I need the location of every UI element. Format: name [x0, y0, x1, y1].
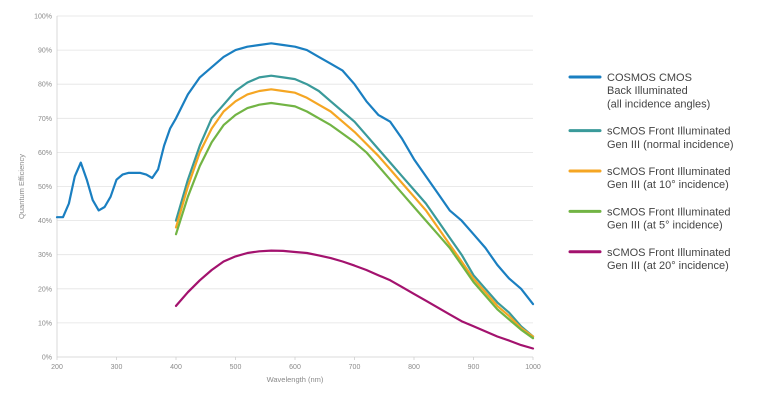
legend-item-4: sCMOS Front Illuminated Gen III (at 5° in…	[568, 206, 730, 232]
y-tick-label: 30%	[38, 252, 52, 259]
legend-label-line: Back Illuminated	[607, 85, 688, 97]
x-tick-label: 300	[111, 364, 123, 371]
legend-label-line: sCMOS Front Illuminated	[607, 166, 730, 178]
y-tick-label: 10%	[38, 320, 52, 327]
legend-label-line: sCMOS Front Illuminated	[607, 126, 730, 138]
x-tick-label: 200	[51, 364, 63, 371]
y-tick-label: 70%	[38, 116, 52, 123]
legend-label-line: COSMOS CMOS	[607, 72, 692, 84]
x-tick-label: 1000	[525, 364, 541, 371]
legend-label-line: Gen III (at 10° incidence)	[607, 179, 729, 191]
legend-label-line: sCMOS Front Illuminated	[607, 247, 730, 259]
legend-label-line: Gen III (at 5° incidence)	[607, 220, 723, 232]
legend-label-line: Gen III (normal incidence)	[607, 139, 734, 151]
legend-item-1: COSMOS CMOS Back Illuminated (all incidenc…	[568, 72, 710, 110]
legend-item-5: sCMOS Front Illuminated Gen III (at 20° i…	[568, 247, 730, 272]
series-line-1	[55, 42, 535, 306]
legend-label: sCMOS Front Illuminated Gen III (at 20° i…	[607, 247, 730, 272]
legend: COSMOS CMOS Back Illuminated (all incidenc…	[568, 72, 734, 272]
legend-label-line: (all incidence angles)	[607, 98, 710, 110]
legend-label-line: Gen III (at 20° incidence)	[607, 260, 729, 272]
legend-item-3: sCMOS Front Illuminated Gen III (at 10° i…	[568, 166, 730, 191]
x-tick-label: 400	[170, 364, 182, 371]
legend-label: COSMOS CMOS Back Illuminated (all incidenc…	[607, 72, 710, 110]
y-axis-label: Quantum Efficiency	[17, 154, 26, 219]
x-tick-label: 900	[468, 364, 480, 371]
y-tick-label: 0%	[42, 355, 52, 362]
legend-label: sCMOS Front Illuminated Gen III (at 5° in…	[607, 206, 730, 231]
legend-item-2: sCMOS Front Illuminated Gen III (normal i…	[568, 126, 734, 151]
legend-label-line: sCMOS Front Illuminated	[607, 206, 730, 218]
y-tick-label: 80%	[38, 82, 52, 89]
axes: 0% 10% 20% 30% 40% 50% 60% 70% 80% 90% 100% 200 300 4…	[34, 14, 541, 372]
y-tick-label: 60%	[38, 150, 52, 157]
y-tick-label: 50%	[38, 184, 52, 191]
y-tick-label: 40%	[38, 218, 52, 225]
x-tick-label: 500	[230, 364, 242, 371]
legend-label: sCMOS Front Illuminated Gen III (normal i…	[607, 126, 734, 151]
legend-label: sCMOS Front Illuminated Gen III (at 10° i…	[607, 166, 730, 191]
grid-lines	[57, 15, 533, 358]
x-tick-label: 700	[349, 364, 361, 371]
x-axis-label: Wavelength (nm)	[267, 375, 324, 384]
y-tick-label: 100%	[34, 14, 52, 21]
series-line-2	[174, 74, 535, 338]
series-line-3	[174, 88, 535, 338]
series-line-5	[174, 249, 535, 350]
x-tick-label: 600	[289, 364, 301, 371]
y-tick-label: 20%	[38, 286, 52, 293]
series-lines	[55, 42, 535, 350]
series-line-4	[174, 101, 535, 340]
x-tick-label: 800	[408, 364, 420, 371]
y-tick-label: 90%	[38, 48, 52, 55]
